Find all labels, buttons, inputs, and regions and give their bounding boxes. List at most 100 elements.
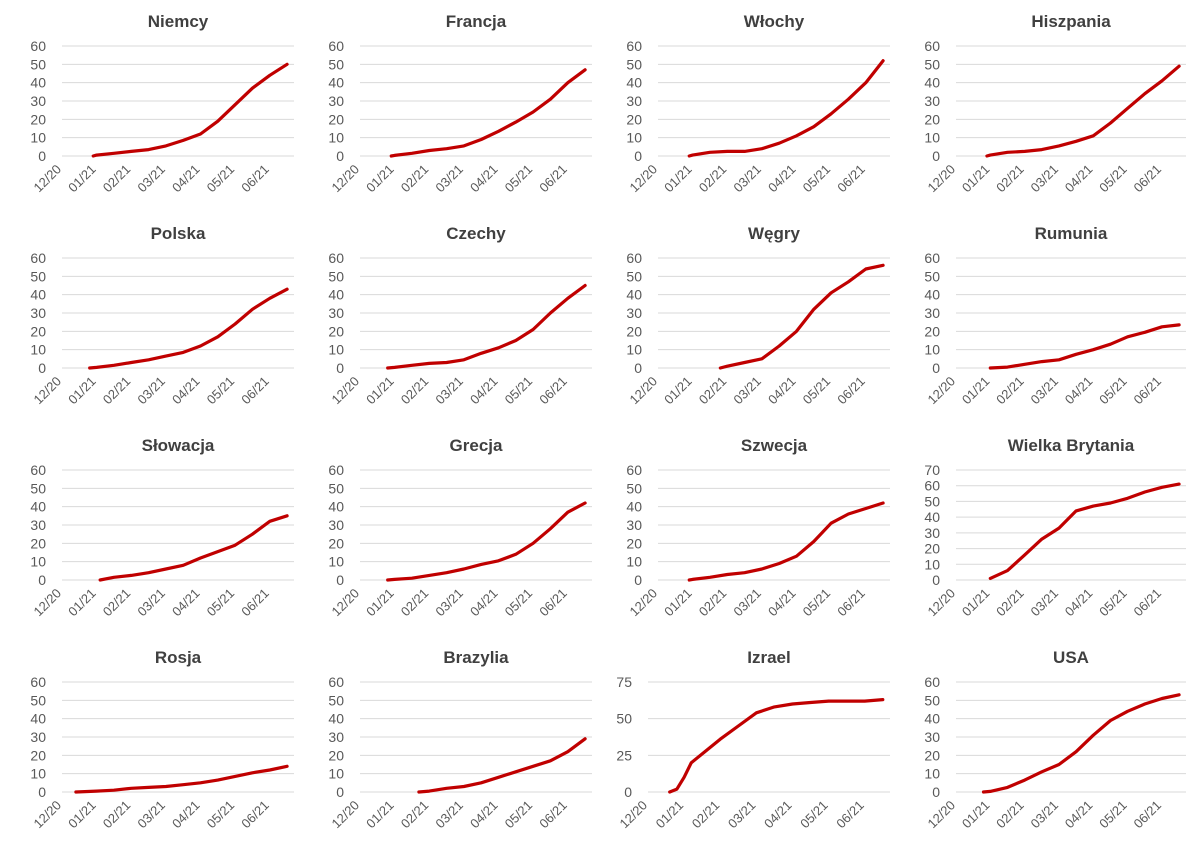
chart-panel: Węgry 0 10 20 30 40 50 60 12/20 01/21 02/21 03/21 04… [626,224,890,408]
x-tick-label: 02/21 [398,586,432,620]
y-tick-label: 40 [30,75,46,91]
x-tick-label: 01/21 [363,586,397,620]
x-tick-label: 04/21 [467,162,501,196]
y-tick-label: 0 [38,360,46,376]
x-tick-label: 04/21 [1062,374,1096,408]
y-tick-label: 20 [924,747,940,763]
x-tick-label: 02/21 [993,162,1027,196]
y-tick-label: 40 [328,287,344,303]
chart-panel: Brazylia 0 10 20 30 40 50 60 12/20 01/21 02/21 03/2… [328,648,592,832]
x-tick-label: 06/21 [238,374,272,408]
y-tick-label: 60 [30,38,46,54]
chart-title: Niemcy [148,12,209,31]
y-tick-label: 60 [328,250,344,266]
chart-title: Czechy [446,224,506,243]
y-tick-label: 20 [328,111,344,127]
x-tick-label: 12/20 [925,586,959,620]
y-tick-label: 20 [328,535,344,551]
series-line [74,764,289,794]
x-tick-label: 02/21 [993,798,1027,832]
y-tick-label: 10 [30,554,46,570]
x-tick-label: 05/21 [1096,586,1130,620]
x-tick-label: 04/21 [765,374,799,408]
x-tick-label: 01/21 [65,162,99,196]
x-tick-label: 03/21 [730,374,764,408]
x-tick-label: 06/21 [834,162,868,196]
x-tick-label: 05/21 [204,374,238,408]
y-tick-label: 60 [924,478,940,494]
chart-panel: Francja 0 10 20 30 40 50 60 12/20 01/21 02/21 03/21… [328,12,592,196]
y-tick-label: 40 [30,499,46,515]
series-line [718,263,885,370]
y-tick-label: 50 [328,268,344,284]
chart-title: Grecja [450,436,503,455]
y-tick-label: 0 [336,148,344,164]
y-tick-label: 50 [924,692,940,708]
y-tick-label: 10 [924,766,940,782]
x-tick-label: 12/20 [925,374,959,408]
x-tick-label: 03/21 [730,162,764,196]
y-tick-label: 60 [30,674,46,690]
chart-panel: Izrael 0 25 50 75 12/20 01/21 02/21 03/21 04/21 05… [616,648,890,832]
y-tick-label: 10 [626,130,642,146]
series-line [988,482,1181,580]
chart-title: Wielka Brytania [1008,436,1135,455]
x-tick-label: 12/20 [617,798,651,832]
x-tick-label: 06/21 [536,374,570,408]
y-tick-label: 10 [30,342,46,358]
series-line [91,62,289,158]
y-tick-label: 10 [328,554,344,570]
y-tick-label: 40 [924,287,940,303]
x-tick-label: 06/21 [1130,374,1164,408]
y-tick-label: 0 [336,784,344,800]
y-tick-label: 50 [626,480,642,496]
x-tick-label: 12/20 [627,374,661,408]
y-tick-label: 30 [30,305,46,321]
x-tick-label: 02/21 [100,798,134,832]
x-tick-label: 03/21 [134,798,168,832]
x-tick-label: 12/20 [31,162,65,196]
x-tick-label: 02/21 [398,374,432,408]
y-tick-label: 25 [616,747,632,763]
x-tick-label: 02/21 [696,162,730,196]
series-line [985,64,1181,158]
x-tick-label: 02/21 [100,586,134,620]
x-tick-label: 03/21 [1027,374,1061,408]
x-tick-label: 03/21 [1027,798,1061,832]
y-tick-label: 75 [616,674,632,690]
x-tick-label: 12/20 [329,798,363,832]
x-tick-label: 06/21 [1130,798,1164,832]
x-tick-label: 06/21 [238,798,272,832]
y-tick-label: 30 [924,93,940,109]
y-tick-label: 40 [626,499,642,515]
y-tick-label: 40 [30,287,46,303]
x-tick-label: 06/21 [238,586,272,620]
y-tick-label: 60 [924,674,940,690]
chart-panel: Rumunia 0 10 20 30 40 50 60 12/20 01/21 02/21 03/21… [924,224,1186,408]
x-tick-label: 04/21 [765,162,799,196]
x-tick-label: 02/21 [993,374,1027,408]
series-line [988,323,1181,370]
y-tick-label: 30 [328,93,344,109]
y-tick-label: 30 [924,305,940,321]
chart-title: Polska [151,224,206,243]
y-tick-label: 40 [924,509,940,525]
chart-title: Rumunia [1035,224,1108,243]
y-tick-label: 30 [30,729,46,745]
x-tick-label: 06/21 [834,374,868,408]
y-tick-label: 50 [30,692,46,708]
x-tick-label: 03/21 [432,586,466,620]
x-tick-label: 04/21 [169,798,203,832]
x-tick-label: 12/20 [329,162,363,196]
x-tick-label: 04/21 [467,798,501,832]
series-line [981,693,1181,794]
y-tick-label: 30 [924,729,940,745]
x-tick-label: 12/20 [31,586,65,620]
y-tick-label: 60 [924,250,940,266]
y-tick-label: 60 [924,38,940,54]
chart-title: USA [1053,648,1089,667]
x-tick-label: 12/20 [329,374,363,408]
y-tick-label: 20 [30,535,46,551]
